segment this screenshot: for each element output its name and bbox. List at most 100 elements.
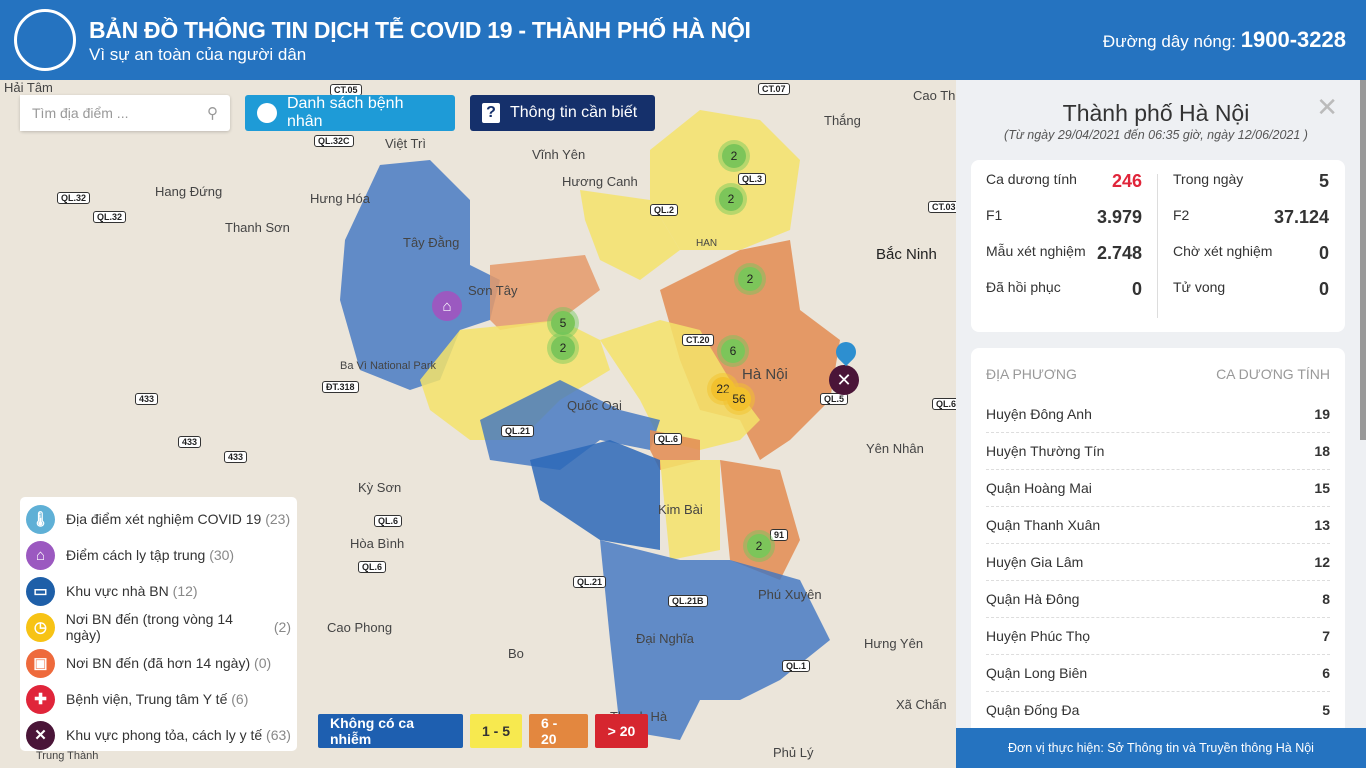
- scale-high[interactable]: > 20: [595, 714, 648, 748]
- legend-count: (6): [231, 691, 249, 707]
- calendar-icon: ▣: [26, 648, 55, 678]
- district-list[interactable]: ĐỊA PHƯƠNG CA DƯƠNG TÍNH Huyện Đông Anh 19…: [971, 348, 1345, 748]
- road-shield: 433: [178, 436, 202, 448]
- district-row[interactable]: Huyện Đông Anh 19: [986, 396, 1330, 433]
- map-label: Hòa Bình: [350, 536, 405, 551]
- cluster-marker[interactable]: 2: [715, 183, 747, 215]
- cluster-count: 2: [722, 144, 746, 168]
- cluster-count: 2: [747, 534, 771, 558]
- legend-item[interactable]: ⌂ Điểm cách ly tập trung (30): [26, 537, 291, 573]
- stat-value: 3.979: [1096, 207, 1142, 227]
- district-count: 5: [1322, 702, 1330, 718]
- map-legend: 🌡 Địa điểm xét nghiệm COVID 19 (23) ⌂ Điểm…: [20, 497, 297, 751]
- cluster-marker[interactable]: 2: [718, 140, 750, 172]
- legend-item[interactable]: 🌡 Địa điểm xét nghiệm COVID 19 (23): [26, 501, 291, 537]
- stat-value: 37.124: [1273, 207, 1329, 227]
- scale-low[interactable]: 1 - 5: [470, 714, 522, 748]
- search-input[interactable]: [20, 95, 190, 131]
- road-shield: QL.21B: [668, 595, 708, 607]
- region-dong-anh: [650, 110, 800, 250]
- district-row[interactable]: Huyện Thường Tín 18: [986, 433, 1330, 470]
- road-shield: CT.20: [682, 334, 714, 346]
- district-row[interactable]: Quận Đống Đa 5: [986, 692, 1330, 729]
- cluster-marker[interactable]: 2: [547, 332, 579, 364]
- hotline: Đường dây nóng: 1900-3228: [1103, 27, 1346, 53]
- clock-icon: ◷: [26, 612, 55, 642]
- road-shield: QL.6: [374, 515, 403, 527]
- legend-item[interactable]: ✚ Bệnh viện, Trung tâm Y tế (6): [26, 681, 291, 717]
- list-header: ĐỊA PHƯƠNG CA DƯƠNG TÍNH: [986, 348, 1330, 396]
- stat-label: Ca dương tính: [986, 171, 1077, 187]
- legend-count: (12): [172, 583, 198, 599]
- legend-count: (0): [254, 655, 272, 671]
- district-count: 7: [1322, 628, 1330, 644]
- district-name: Quận Long Biên: [986, 665, 1088, 681]
- page-subtitle: Vì sự an toàn của người dân: [89, 45, 307, 64]
- scale-mid[interactable]: 6 - 20: [529, 714, 588, 748]
- district-row[interactable]: Quận Long Biên 6: [986, 655, 1330, 692]
- cluster-marker[interactable]: 2: [734, 263, 766, 295]
- legend-count: (23): [265, 511, 291, 527]
- user-icon: [257, 103, 277, 123]
- stat-label: Trong ngày: [1173, 171, 1244, 187]
- search-box[interactable]: ⚲: [20, 95, 230, 131]
- quarantine-home-icon[interactable]: ⌂: [432, 291, 462, 321]
- district-row[interactable]: Quận Thanh Xuân 13: [986, 507, 1330, 544]
- road-shield: QL.32: [57, 192, 91, 204]
- cluster-marker[interactable]: 56: [723, 383, 755, 415]
- col-district: ĐỊA PHƯƠNG: [986, 366, 1077, 382]
- stat-label: Chờ xét nghiệm: [1173, 243, 1273, 259]
- home-icon: ⌂: [26, 540, 55, 570]
- page-title: BẢN ĐỒ THÔNG TIN DỊCH TỄ COVID 19 - THÀN…: [89, 17, 751, 43]
- district-name: Huyện Gia Lâm: [986, 554, 1084, 570]
- info-button[interactable]: ? Thông tin cần biết: [470, 95, 655, 131]
- road-shield: QL.3: [738, 173, 767, 185]
- district-row[interactable]: Huyện Gia Lâm 12: [986, 544, 1330, 581]
- region-quoc-oai: [480, 380, 660, 470]
- stat-f1: F1 3.979: [986, 207, 1142, 228]
- legend-count: (63): [266, 727, 291, 743]
- district-count: 8: [1322, 591, 1330, 607]
- map-label: Kỳ Sơn: [358, 480, 402, 495]
- scrollbar[interactable]: [1360, 80, 1366, 440]
- district-name: Quận Thanh Xuân: [986, 517, 1101, 533]
- close-icon[interactable]: ✕: [1316, 92, 1338, 122]
- district-name: Huyện Thường Tín: [986, 443, 1105, 459]
- map-label: HAN: [696, 238, 718, 249]
- hospital-cross-icon: ✚: [26, 684, 55, 714]
- cluster-marker[interactable]: 5: [547, 307, 579, 339]
- district-row[interactable]: Huyện Phúc Thọ 7: [986, 618, 1330, 655]
- district-name: Quận Hà Đông: [986, 591, 1080, 607]
- region-ba-vi: [340, 160, 500, 390]
- road-shield: QL.6: [358, 561, 387, 573]
- stat-pending: Chờ xét nghiệm 0: [1173, 243, 1329, 264]
- map-label: Thanh Sơn: [225, 220, 290, 235]
- stat-label: F1: [986, 207, 1003, 223]
- footer: Đơn vị thực hiện: Sở Thông tin và Truyền…: [956, 728, 1366, 768]
- legend-count: (2): [273, 619, 291, 635]
- close-x-icon: ✕: [26, 720, 55, 750]
- patient-list-button[interactable]: Danh sách bệnh nhân: [245, 95, 455, 131]
- divider: [1157, 174, 1158, 318]
- stat-label: Đã hồi phục: [986, 279, 1061, 295]
- map-label: Quốc Oai: [567, 398, 622, 413]
- cluster-marker[interactable]: 2: [743, 530, 775, 562]
- road-shield: CT.03: [928, 201, 956, 213]
- cluster-marker[interactable]: 6: [717, 335, 749, 367]
- legend-item[interactable]: ◷ Nơi BN đến (trong vòng 14 ngày) (2): [26, 609, 291, 645]
- cluster-count: 2: [719, 187, 743, 211]
- legend-label: Bệnh viện, Trung tâm Y tế: [66, 691, 228, 707]
- district-row[interactable]: Quận Hoàng Mai 15: [986, 470, 1330, 507]
- district-row[interactable]: Quận Hà Đông 8: [986, 581, 1330, 618]
- cluster-count: 56: [727, 387, 751, 411]
- road-shield: QL.32C: [314, 135, 354, 147]
- legend-label: Khu vực phong tỏa, cách ly y tế: [66, 727, 263, 743]
- map-label: Hải Tâm: [4, 80, 53, 95]
- scale-none[interactable]: Không có ca nhiễm: [318, 714, 463, 748]
- search-icon[interactable]: ⚲: [207, 105, 218, 122]
- lockdown-marker-icon[interactable]: ✕: [829, 365, 859, 395]
- legend-item[interactable]: ✕ Khu vực phong tỏa, cách ly y tế (63): [26, 717, 291, 753]
- legend-item[interactable]: ▭ Khu vực nhà BN (12): [26, 573, 291, 609]
- road-shield: QL.2: [650, 204, 679, 216]
- legend-item[interactable]: ▣ Nơi BN đến (đã hơn 14 ngày) (0): [26, 645, 291, 681]
